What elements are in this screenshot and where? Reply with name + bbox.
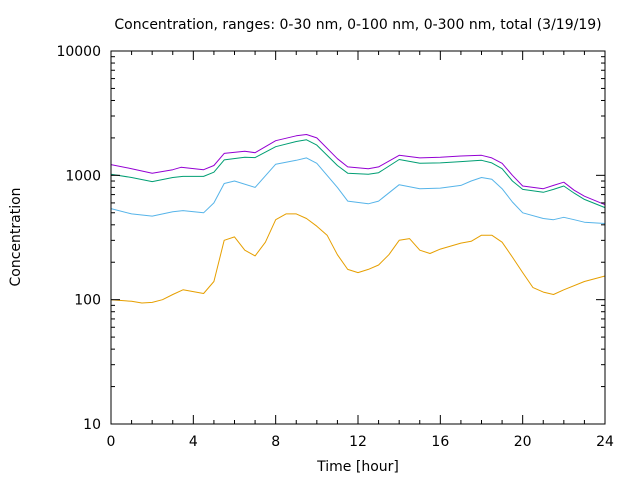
x-axis-label: Time [hour] bbox=[316, 459, 399, 475]
x-tick-label: 12 bbox=[349, 434, 367, 450]
y-tick-label: 10000 bbox=[56, 44, 101, 60]
plot-frame bbox=[110, 50, 606, 425]
y-tick-label: 100 bbox=[74, 293, 101, 309]
series-line-2 bbox=[110, 139, 606, 209]
chart-title: Concentration, ranges: 0-30 nm, 0-100 nm… bbox=[114, 17, 601, 33]
series-line-1 bbox=[110, 134, 606, 206]
x-tick-label: 4 bbox=[189, 434, 198, 450]
y-axis-label: Concentration bbox=[8, 187, 24, 286]
series-line-3 bbox=[110, 157, 606, 224]
x-tick-label: 8 bbox=[271, 434, 280, 450]
x-tick-label: 20 bbox=[514, 434, 532, 450]
y-tick-label: 10 bbox=[83, 417, 101, 433]
series-line-4 bbox=[110, 213, 606, 304]
x-tick-label: 16 bbox=[431, 434, 449, 450]
series-layer bbox=[110, 134, 606, 304]
x-tick-label: 0 bbox=[107, 434, 116, 450]
y-tick-label: 1000 bbox=[65, 168, 101, 184]
x-tick-label: 24 bbox=[596, 434, 614, 450]
axes-layer: 0 4 8 12 16 20 24 10 100 1000 10000 bbox=[56, 44, 614, 450]
